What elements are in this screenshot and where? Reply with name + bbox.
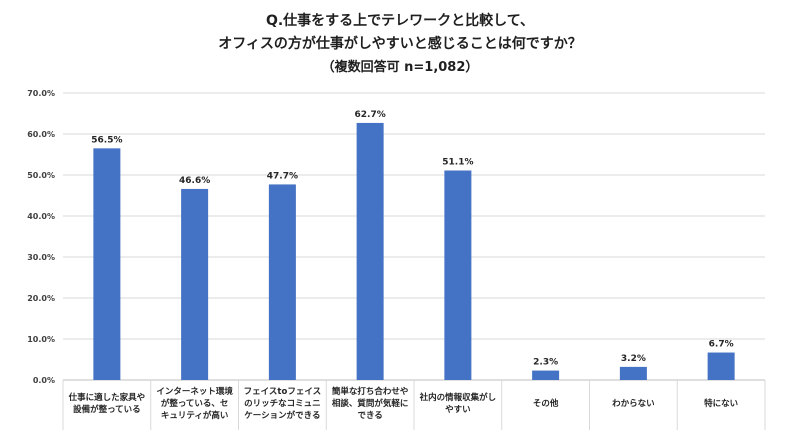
data-label: 6.7% bbox=[709, 340, 734, 350]
data-label: 56.5% bbox=[91, 135, 122, 145]
data-label: 46.6% bbox=[179, 176, 210, 186]
chart-title-line-2: オフィスの方が仕事がしやすいと感じることは何ですか？ bbox=[218, 36, 582, 52]
y-tick-label: 50.0% bbox=[27, 171, 55, 180]
chart-subtitle: （複数回答可 n=1,082） bbox=[321, 60, 479, 75]
y-tick-label: 70.0% bbox=[27, 89, 55, 98]
y-tick-label: 20.0% bbox=[27, 294, 55, 303]
bar bbox=[268, 184, 296, 380]
y-tick-label: 60.0% bbox=[27, 130, 55, 139]
bar bbox=[532, 370, 560, 380]
x-category-label: 仕事に適した家具や 設備が整っている bbox=[68, 393, 146, 415]
x-category-label: わからない bbox=[612, 399, 655, 409]
data-label: 47.7% bbox=[267, 171, 298, 181]
y-tick-label: 40.0% bbox=[27, 212, 55, 221]
bar bbox=[619, 366, 647, 380]
x-category-label: 社内の情報収集がし やすい bbox=[419, 393, 497, 415]
data-label: 3.2% bbox=[621, 354, 646, 364]
bar bbox=[93, 148, 121, 380]
y-tick-label: 0.0% bbox=[33, 376, 55, 385]
x-category-label: 簡単な打ち合わせや 相談、質問が気軽に できる bbox=[331, 387, 409, 421]
bar bbox=[181, 188, 209, 380]
x-category-label: その他 bbox=[532, 399, 559, 409]
x-category-label: 特にない bbox=[704, 399, 739, 409]
chart-title-line-1: Q.仕事をする上でテレワークと比較して、 bbox=[265, 13, 535, 29]
data-label: 62.7% bbox=[355, 110, 386, 120]
bar bbox=[707, 352, 735, 380]
y-tick-label: 10.0% bbox=[27, 335, 55, 344]
bar bbox=[356, 122, 384, 381]
x-category-label: フェイスtoフェイス のリッチなコミュニ ケーションができる bbox=[243, 387, 322, 421]
bar bbox=[444, 170, 472, 380]
x-category-label: インターネット環境 が整っている、セ キュリティが高い bbox=[156, 387, 233, 421]
data-label: 51.1% bbox=[442, 157, 473, 167]
y-tick-label: 30.0% bbox=[27, 253, 55, 262]
data-label: 2.3% bbox=[533, 358, 558, 368]
